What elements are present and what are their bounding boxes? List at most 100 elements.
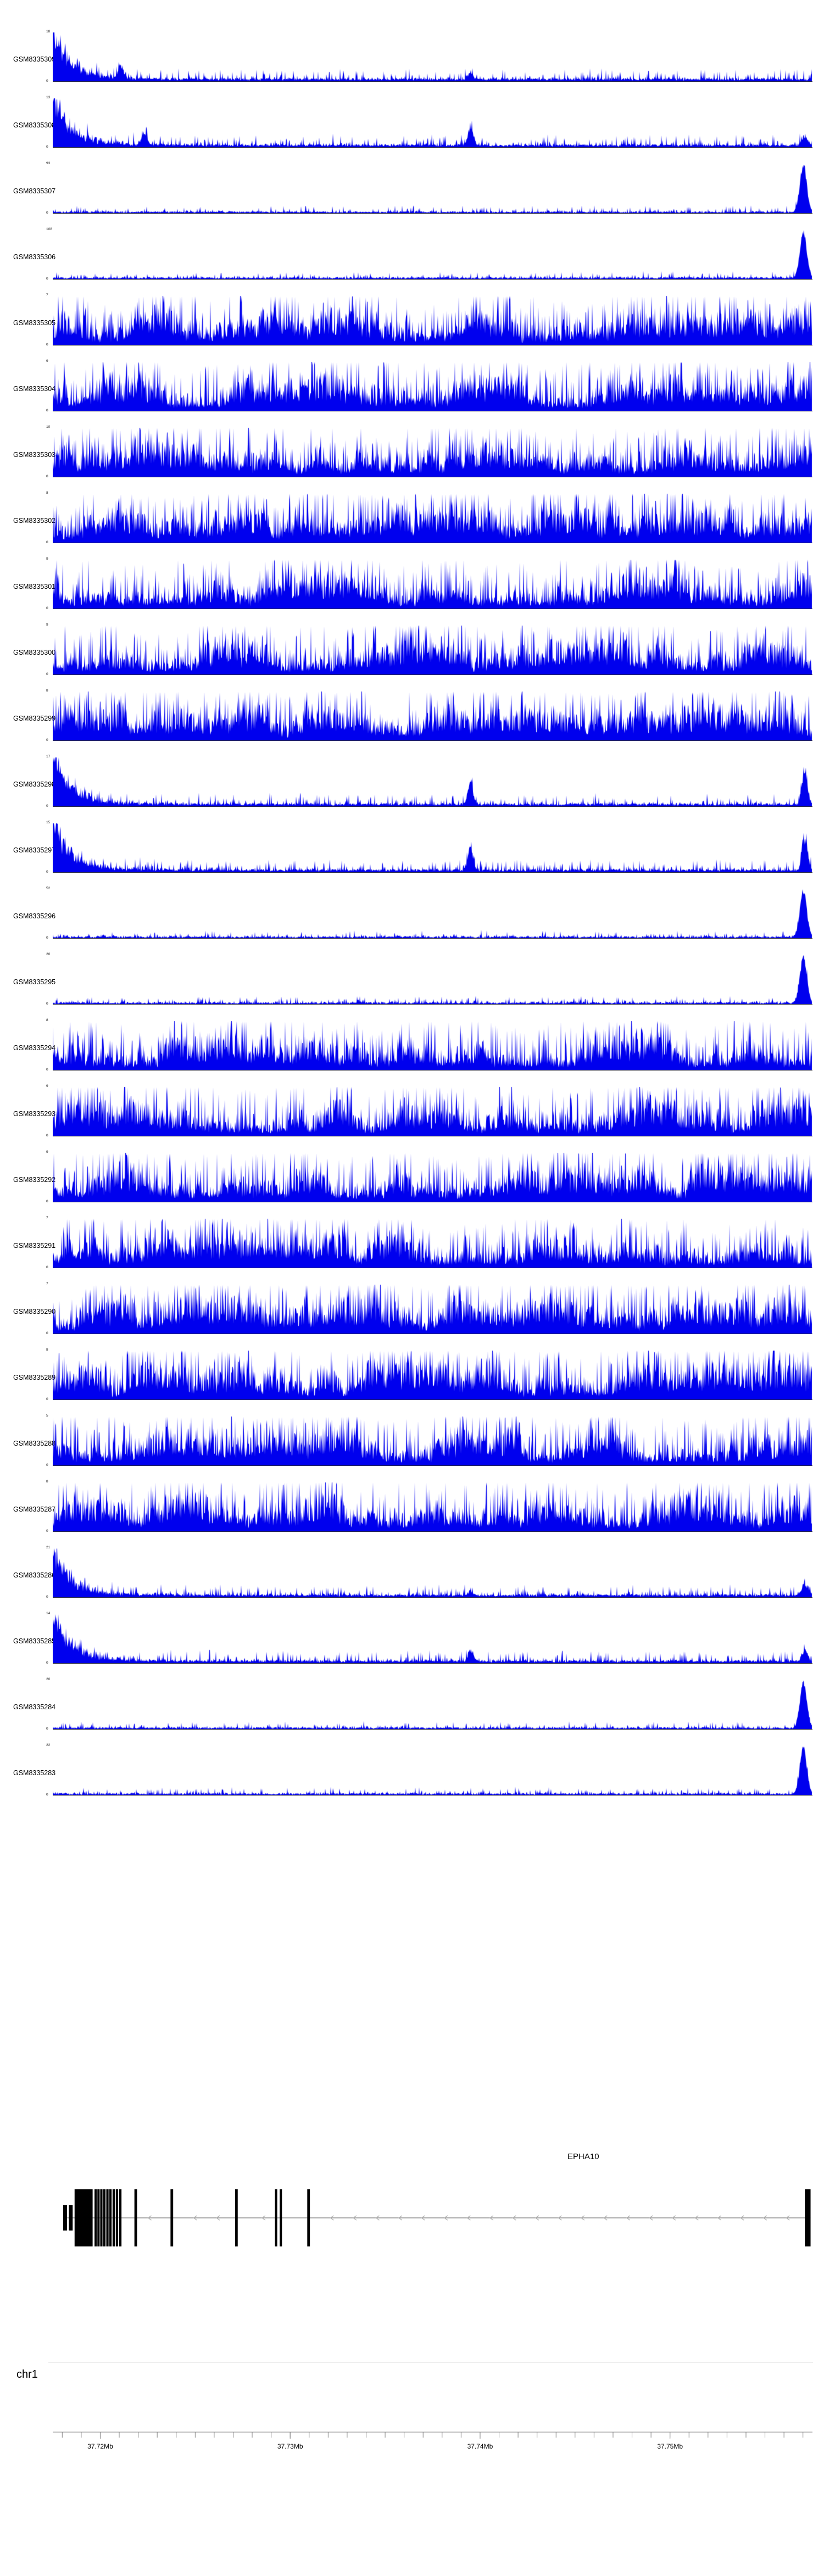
- coverage-track-row: GSM8335288 5 0: [0, 1410, 824, 1476]
- coverage-signal-canvas: [53, 1613, 812, 1664]
- exon-rect: [280, 2189, 282, 2246]
- coverage-plot: 93 0: [46, 161, 812, 214]
- y-axis-zero-label: 0: [46, 1397, 48, 1401]
- axis-tick-label: 37.72Mb: [87, 2443, 113, 2450]
- y-axis-zero-label: 0: [46, 869, 48, 874]
- coverage-signal-canvas: [53, 756, 812, 807]
- coverage-signal-canvas: [53, 295, 812, 345]
- strand-arrow-icon: [580, 2215, 585, 2221]
- strand-arrow-icon: [717, 2215, 722, 2221]
- y-axis-max-label: 7: [46, 1216, 48, 1220]
- exon-rect: [115, 2189, 118, 2246]
- y-axis-max-label: 8: [46, 1018, 48, 1022]
- coverage-signal-canvas: [53, 1152, 812, 1202]
- exon-rect: [134, 2189, 137, 2246]
- y-axis-max-label: 8: [46, 491, 48, 495]
- coverage-signal-canvas: [53, 229, 812, 280]
- coverage-track-row: GSM8335297 15 0: [0, 817, 824, 883]
- y-axis-zero-label: 0: [46, 408, 48, 412]
- strand-arrow-icon: [603, 2215, 608, 2221]
- y-axis-zero-label: 0: [46, 540, 48, 544]
- track-label: GSM8335306: [13, 253, 56, 261]
- coverage-signal-canvas: [53, 1679, 812, 1730]
- exon-rect: [94, 2189, 97, 2246]
- coverage-track-row: GSM8335293 9 0: [0, 1081, 824, 1147]
- coverage-plot: 108 0: [46, 227, 812, 280]
- track-label: GSM8335288: [13, 1440, 56, 1447]
- track-label: GSM8335284: [13, 1703, 56, 1711]
- track-label: GSM8335291: [13, 1242, 56, 1250]
- y-axis-max-label: 9: [46, 623, 48, 627]
- y-axis-max-label: 20: [46, 952, 51, 956]
- exon-rect: [69, 2205, 73, 2231]
- strand-arrow-icon: [193, 2215, 197, 2221]
- coverage-track-row: GSM8335284 20 0: [0, 1674, 824, 1740]
- coverage-signal-canvas: [53, 1218, 812, 1268]
- strand-arrow-icon: [786, 2215, 790, 2221]
- strand-arrow-icon: [398, 2215, 403, 2221]
- y-axis-max-label: 9: [46, 557, 48, 561]
- track-label: GSM8335308: [13, 121, 56, 129]
- y-axis-max-label: 8: [46, 689, 48, 693]
- coverage-track-row: GSM8335287 8 0: [0, 1476, 824, 1542]
- coverage-track-row: GSM8335306 108 0: [0, 224, 824, 290]
- y-axis-zero-label: 0: [46, 1133, 48, 1138]
- strand-arrow-icon: [740, 2215, 744, 2221]
- strand-arrow-icon: [330, 2215, 334, 2221]
- y-axis-zero-label: 0: [46, 1463, 48, 1467]
- track-label: GSM8335285: [13, 1637, 56, 1645]
- coverage-signal-canvas: [53, 559, 812, 609]
- coverage-plot: 52 0: [46, 886, 812, 939]
- track-label: GSM8335305: [13, 319, 56, 327]
- coverage-plot: 10 0: [46, 425, 812, 478]
- y-axis-max-label: 10: [46, 425, 51, 429]
- strand-arrow-icon: [671, 2215, 676, 2221]
- y-axis-max-label: 20: [46, 1677, 51, 1681]
- track-label: GSM8335307: [13, 187, 56, 195]
- coverage-signal-canvas: [53, 1745, 812, 1796]
- coverage-signal-canvas: [53, 427, 812, 477]
- coverage-track-row: GSM8335302 8 0: [0, 488, 824, 554]
- coverage-track-row: GSM8335303 10 0: [0, 422, 824, 488]
- coverage-track-row: GSM8335291 7 0: [0, 1213, 824, 1279]
- exon-rect: [170, 2189, 174, 2246]
- y-axis-zero-label: 0: [46, 1265, 48, 1269]
- y-axis-max-label: 93: [46, 161, 51, 165]
- y-axis-zero-label: 0: [46, 79, 48, 83]
- track-label: GSM8335296: [13, 912, 56, 920]
- track-label: GSM8335292: [13, 1176, 56, 1184]
- strand-arrow-icon: [466, 2215, 471, 2221]
- coverage-track-row: GSM8335298 17 0: [0, 751, 824, 817]
- strand-arrow-icon: [626, 2215, 631, 2221]
- y-axis-max-label: 7: [46, 1282, 48, 1286]
- y-axis-zero-label: 0: [46, 1529, 48, 1533]
- chromosome-label: chr1: [16, 2368, 38, 2380]
- coverage-signal-canvas: [53, 822, 812, 873]
- strand-arrow-icon: [215, 2215, 220, 2221]
- coverage-signal-canvas: [53, 690, 812, 741]
- coverage-track-row: GSM8335299 8 0: [0, 685, 824, 751]
- y-axis-zero-label: 0: [46, 144, 48, 149]
- y-axis-max-label: 9: [46, 359, 48, 363]
- track-label: GSM8335304: [13, 385, 56, 393]
- track-label: GSM8335298: [13, 780, 56, 788]
- coverage-tracks: GSM8335309 18 0 GSM8335308 13 0 GSM8335307 93 0 G…: [0, 26, 824, 1806]
- strand-arrow-icon: [352, 2215, 357, 2221]
- track-label: GSM8335309: [13, 55, 56, 63]
- axis-tick-label: 37.73Mb: [277, 2443, 303, 2450]
- y-axis-max-label: 108: [46, 227, 52, 231]
- track-label: GSM8335293: [13, 1110, 56, 1118]
- coverage-signal-canvas: [53, 1284, 812, 1334]
- exon-rect: [63, 2205, 67, 2231]
- coverage-track-row: GSM8335304 9 0: [0, 356, 824, 422]
- coverage-signal-canvas: [53, 625, 812, 675]
- y-axis-zero-label: 0: [46, 342, 48, 347]
- exon-rect: [235, 2189, 238, 2246]
- y-axis-max-label: 8: [46, 1480, 48, 1484]
- track-label: GSM8335301: [13, 583, 56, 590]
